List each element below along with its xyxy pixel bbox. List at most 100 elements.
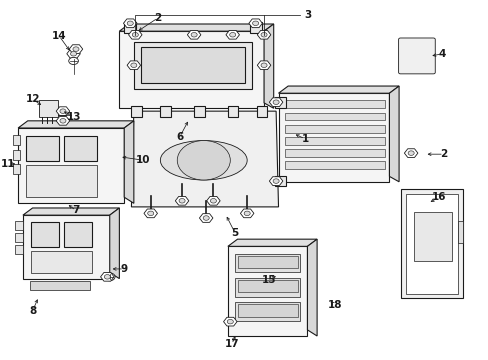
Text: 3: 3	[303, 10, 310, 20]
Text: 10: 10	[136, 155, 150, 165]
Polygon shape	[18, 121, 134, 128]
Polygon shape	[69, 45, 82, 53]
Polygon shape	[124, 121, 134, 203]
Text: 18: 18	[327, 300, 342, 310]
Circle shape	[70, 51, 77, 56]
Polygon shape	[269, 98, 282, 107]
Circle shape	[69, 57, 78, 64]
Polygon shape	[123, 19, 137, 28]
Bar	[227, 107, 238, 117]
Bar	[237, 280, 297, 292]
Bar	[15, 221, 23, 230]
Polygon shape	[248, 19, 262, 28]
Text: 6: 6	[176, 132, 183, 142]
Bar	[160, 107, 171, 117]
Polygon shape	[143, 209, 157, 218]
Text: 2: 2	[154, 13, 161, 23]
Bar	[134, 42, 251, 89]
Circle shape	[104, 275, 110, 279]
Bar	[284, 113, 384, 121]
Bar	[141, 47, 244, 83]
Circle shape	[60, 109, 66, 113]
Polygon shape	[175, 197, 188, 205]
Text: 12: 12	[25, 94, 40, 104]
Text: 4: 4	[438, 49, 445, 59]
Circle shape	[73, 47, 79, 51]
Polygon shape	[101, 273, 114, 281]
Circle shape	[131, 63, 137, 68]
Polygon shape	[257, 61, 270, 69]
Bar	[31, 251, 92, 273]
Bar	[284, 161, 384, 169]
Text: 5: 5	[231, 228, 238, 238]
Bar	[406, 194, 457, 294]
Circle shape	[229, 32, 235, 37]
Polygon shape	[187, 30, 201, 39]
Polygon shape	[264, 24, 273, 108]
Circle shape	[261, 32, 266, 37]
Polygon shape	[23, 208, 119, 215]
Bar	[131, 107, 142, 117]
Bar	[275, 97, 285, 108]
Bar	[15, 233, 23, 242]
Circle shape	[244, 211, 250, 216]
Bar	[249, 22, 261, 33]
Circle shape	[60, 118, 66, 123]
Polygon shape	[109, 208, 119, 279]
Bar	[13, 135, 20, 145]
Circle shape	[261, 63, 266, 68]
Bar	[194, 107, 204, 117]
Text: 7: 7	[72, 206, 80, 216]
Circle shape	[127, 21, 133, 26]
Text: 2: 2	[439, 149, 447, 159]
Polygon shape	[404, 149, 417, 157]
Bar	[64, 222, 92, 247]
Bar	[235, 253, 300, 272]
Polygon shape	[223, 317, 237, 326]
Circle shape	[147, 211, 153, 216]
Polygon shape	[56, 107, 70, 116]
Polygon shape	[119, 24, 273, 31]
Bar	[26, 165, 97, 197]
Bar	[64, 136, 97, 161]
Polygon shape	[131, 111, 278, 207]
Circle shape	[210, 199, 216, 203]
Circle shape	[227, 319, 233, 324]
Text: 14: 14	[52, 31, 66, 41]
Polygon shape	[206, 197, 220, 205]
Bar	[227, 246, 307, 336]
FancyBboxPatch shape	[398, 38, 434, 74]
Text: 11: 11	[1, 159, 16, 169]
Bar	[235, 302, 300, 321]
Bar	[30, 281, 90, 291]
Bar	[235, 278, 300, 297]
Bar	[413, 212, 451, 261]
Polygon shape	[227, 239, 316, 246]
Bar	[13, 164, 20, 174]
Circle shape	[272, 179, 279, 183]
Polygon shape	[67, 49, 80, 58]
Polygon shape	[240, 209, 253, 218]
Circle shape	[191, 32, 197, 37]
Bar	[119, 31, 264, 108]
Polygon shape	[457, 221, 462, 243]
Circle shape	[203, 216, 209, 220]
Bar	[237, 256, 297, 268]
Circle shape	[132, 32, 138, 37]
Bar	[284, 137, 384, 145]
Text: 17: 17	[224, 339, 239, 349]
Ellipse shape	[160, 140, 246, 180]
Polygon shape	[128, 30, 142, 39]
Text: 16: 16	[431, 192, 446, 202]
Polygon shape	[278, 86, 398, 93]
Bar	[278, 93, 388, 182]
Text: 9: 9	[121, 264, 127, 274]
Text: 15: 15	[261, 275, 276, 285]
Polygon shape	[225, 30, 239, 39]
Bar	[256, 107, 267, 117]
Bar	[15, 245, 23, 254]
Bar	[13, 149, 20, 159]
Polygon shape	[257, 30, 270, 39]
Circle shape	[407, 151, 413, 156]
Bar	[400, 189, 462, 298]
